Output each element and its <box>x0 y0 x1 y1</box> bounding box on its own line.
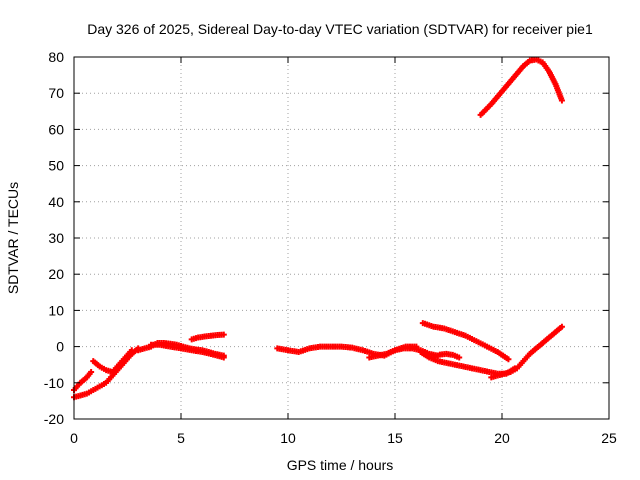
series-track-12 <box>488 323 565 381</box>
series-track-3 <box>90 347 135 375</box>
data-point <box>505 356 512 363</box>
plot-area <box>71 56 565 401</box>
y-tick-label: 40 <box>48 194 64 210</box>
y-tick-label: 20 <box>48 266 64 282</box>
y-tick-label: 70 <box>48 85 64 101</box>
y-tick-label: 80 <box>48 49 64 65</box>
series-track-10 <box>430 350 463 361</box>
x-tick-label: 15 <box>387 430 403 446</box>
grid-lines <box>74 57 609 419</box>
y-tick-label: 0 <box>56 339 64 355</box>
data-point <box>558 97 565 104</box>
x-tick-label: 20 <box>494 430 510 446</box>
chart-title: Day 326 of 2025, Sidereal Day-to-day VTE… <box>87 21 593 37</box>
x-tick-label: 0 <box>70 430 78 446</box>
x-tick-label: 25 <box>601 430 617 446</box>
series-track-13 <box>477 56 565 118</box>
series-track-6 <box>188 331 227 343</box>
data-point <box>456 354 463 361</box>
data-point <box>128 347 135 354</box>
y-tick-label: 30 <box>48 230 64 246</box>
data-point <box>220 354 227 361</box>
y-tick-label: -10 <box>44 375 64 391</box>
x-tick-label: 5 <box>177 430 185 446</box>
y-tick-label: 50 <box>48 158 64 174</box>
x-tick-label: 10 <box>280 430 296 446</box>
y-tick-label: -20 <box>44 411 64 427</box>
x-axis: 0 5 10 15 20 25 <box>70 57 617 446</box>
y-tick-label: 10 <box>48 302 64 318</box>
y-axis: -20 -10 0 10 20 30 40 50 60 70 80 <box>44 49 609 427</box>
y-axis-label: SDTVAR / TECUs <box>5 182 21 294</box>
y-tick-label: 60 <box>48 121 64 137</box>
data-point <box>88 368 95 375</box>
data-point <box>220 331 227 338</box>
series-track-5 <box>148 341 227 361</box>
series-track-11 <box>419 320 512 363</box>
data-point <box>558 323 565 330</box>
x-axis-label: GPS time / hours <box>287 457 394 473</box>
